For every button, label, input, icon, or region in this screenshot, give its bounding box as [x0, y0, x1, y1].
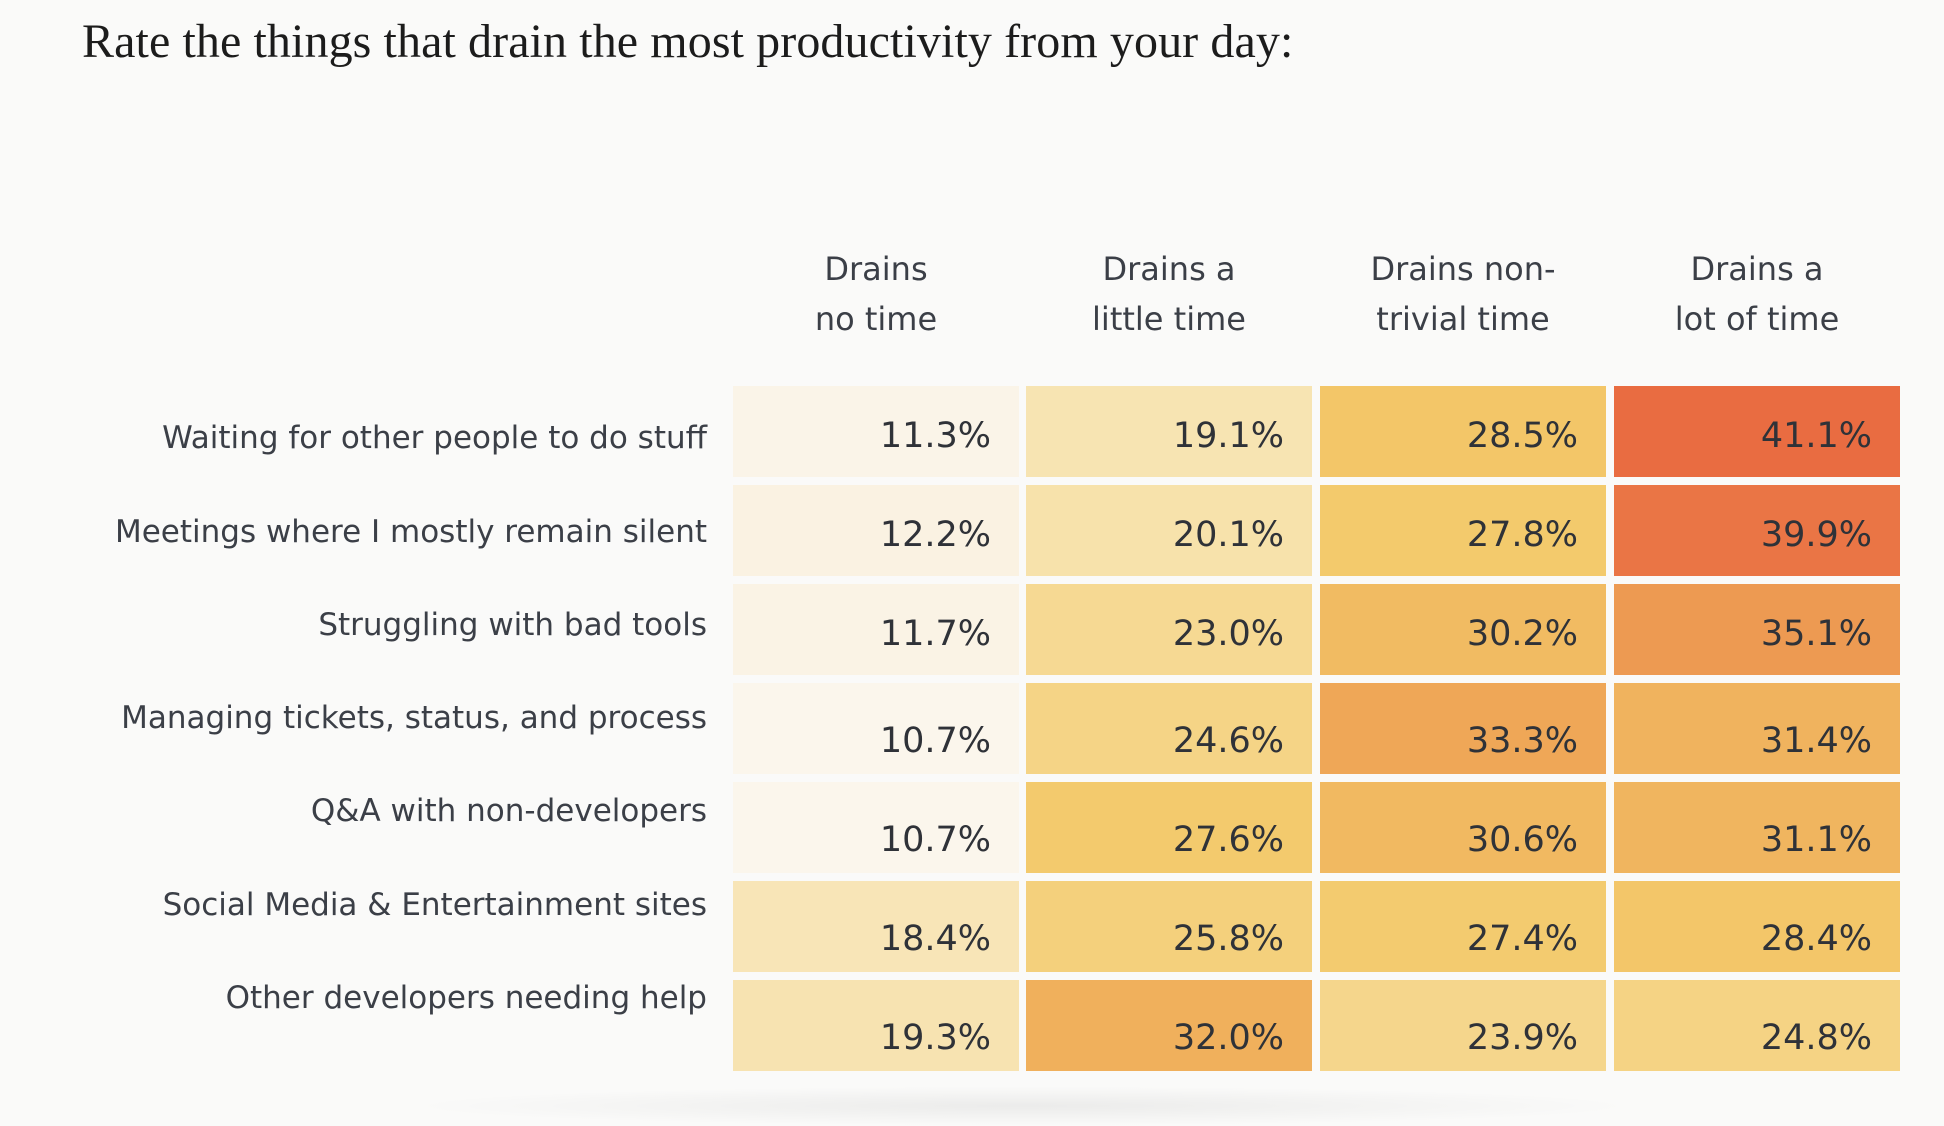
heatmap-cell: 27.8%: [1320, 485, 1606, 576]
column-header: Drains a lot of time: [1614, 244, 1900, 344]
heatmap-cell: 27.4%: [1320, 881, 1606, 972]
heatmap-cell: 35.1%: [1614, 584, 1900, 675]
heatmap-cell: 28.5%: [1320, 386, 1606, 477]
row-label: Meetings where I mostly remain silent: [114, 514, 707, 550]
chart-title: Rate the things that drain the most prod…: [82, 15, 1294, 68]
column-header-line: Drains a: [1690, 250, 1824, 288]
heatmap-cell: 24.6%: [1026, 683, 1312, 774]
heatmap-cell: 11.7%: [733, 584, 1019, 675]
heatmap-cell: 12.2%: [733, 485, 1019, 576]
heatmap-cell: 28.4%: [1614, 881, 1900, 972]
heatmap-cell: 39.9%: [1614, 485, 1900, 576]
heatmap-cell: 19.3%: [733, 980, 1019, 1071]
heatmap-cell: 10.7%: [733, 782, 1019, 873]
column-header-line: trivial time: [1376, 300, 1550, 338]
heatmap-cell: 19.1%: [1026, 386, 1312, 477]
heatmap-cell: 30.6%: [1320, 782, 1606, 873]
row-label: Social Media & Entertainment sites: [162, 887, 707, 923]
heatmap-cell: 27.6%: [1026, 782, 1312, 873]
heatmap-cell: 18.4%: [733, 881, 1019, 972]
column-header: Drains non-trivial time: [1320, 244, 1606, 344]
column-header-line: no time: [814, 300, 938, 338]
heatmap-cell: 33.3%: [1320, 683, 1606, 774]
heatmap-cell: 10.7%: [733, 683, 1019, 774]
column-header-line: Drains non-: [1370, 250, 1556, 288]
column-header: Drains no time: [733, 244, 1019, 344]
heatmap-cell: 11.3%: [733, 386, 1019, 477]
bottom-shadow: [400, 1086, 1644, 1126]
heatmap-cell: 30.2%: [1320, 584, 1606, 675]
row-label: Managing tickets, status, and process: [121, 700, 707, 736]
heatmap-cell: 32.0%: [1026, 980, 1312, 1071]
row-label: Struggling with bad tools: [318, 607, 707, 643]
heatmap-cell: 25.8%: [1026, 881, 1312, 972]
row-label: Q&A with non-developers: [310, 793, 707, 829]
heatmap-cell: 23.9%: [1320, 980, 1606, 1071]
column-header: Drains a little time: [1026, 244, 1312, 344]
heatmap-cell: 41.1%: [1614, 386, 1900, 477]
heatmap-cell: 31.4%: [1614, 683, 1900, 774]
heatmap-cell: 20.1%: [1026, 485, 1312, 576]
heatmap-cell: 31.1%: [1614, 782, 1900, 873]
heatmap-cell: 24.8%: [1614, 980, 1900, 1071]
column-header-line: Drains: [824, 250, 928, 288]
column-header-line: little time: [1092, 300, 1246, 338]
column-header-line: lot of time: [1674, 300, 1840, 338]
row-label: Other developers needing help: [225, 980, 707, 1016]
column-header-line: Drains a: [1102, 250, 1236, 288]
heatmap-cell: 23.0%: [1026, 584, 1312, 675]
row-label: Waiting for other people to do stuff: [162, 420, 707, 456]
